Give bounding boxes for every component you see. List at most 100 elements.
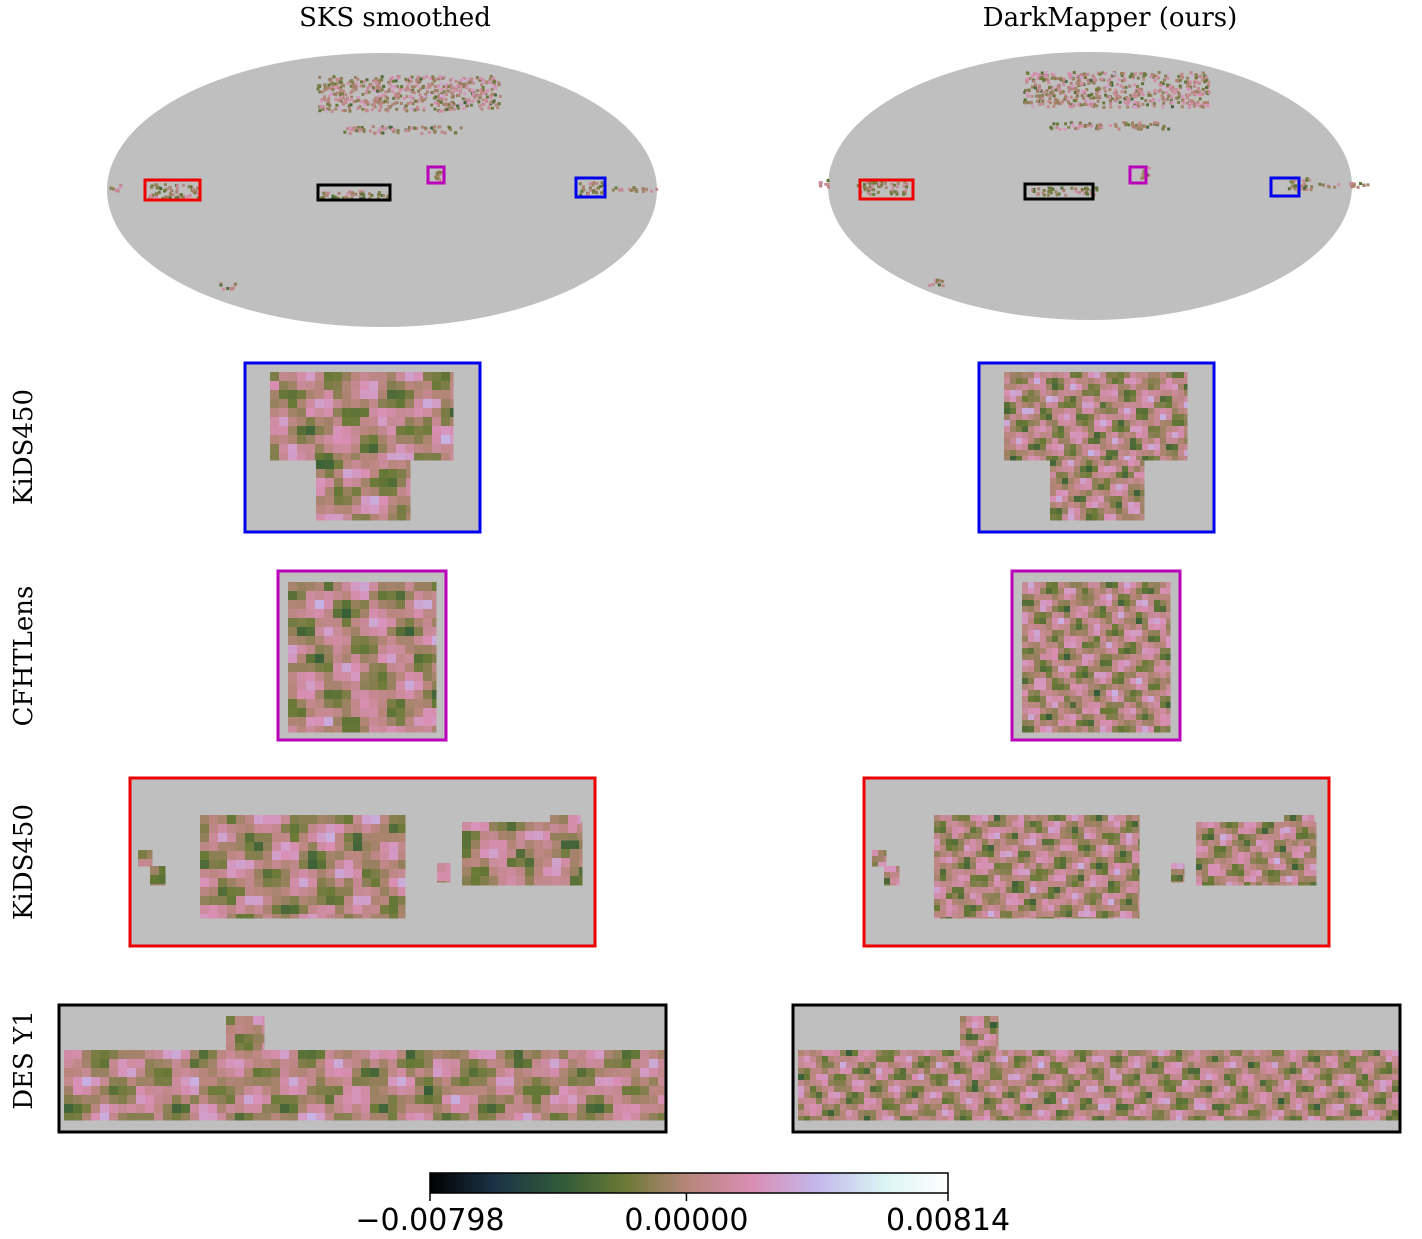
map-pixel — [209, 869, 219, 879]
map-pixel — [478, 1068, 488, 1078]
map-pixel — [1136, 648, 1143, 655]
map-pixel — [1098, 508, 1105, 515]
map-pixel — [1040, 702, 1047, 709]
map-pixel — [263, 860, 273, 870]
map-pixel — [1230, 1098, 1237, 1105]
map-pixel — [1154, 702, 1161, 709]
map-pixel — [82, 1086, 92, 1096]
map-pixel — [1016, 414, 1023, 421]
map-pixel — [1242, 1068, 1249, 1075]
map-pixel — [1052, 588, 1059, 595]
map-pixel — [163, 1077, 173, 1087]
map-pixel — [912, 1068, 919, 1075]
map-pixel — [954, 1062, 961, 1069]
map-pixel — [1138, 845, 1140, 852]
map-pixel — [1052, 420, 1059, 427]
map-pixel — [91, 1059, 101, 1069]
map-pixel — [543, 822, 553, 832]
map-pixel — [1320, 1080, 1327, 1087]
map-pixel — [876, 1068, 883, 1075]
map-pixel — [1124, 690, 1131, 697]
map-pixel — [1248, 1098, 1255, 1105]
map-pixel — [118, 1113, 128, 1121]
map-pixel — [1024, 893, 1031, 900]
map-pixel — [316, 496, 326, 506]
map-pixel — [308, 842, 318, 852]
map-pixel — [1052, 726, 1059, 733]
map-pixel — [1022, 642, 1029, 649]
map-pixel — [441, 399, 451, 409]
map-pixel — [876, 1110, 883, 1117]
map-pixel — [1066, 893, 1073, 900]
map-pixel — [1072, 917, 1079, 919]
map-pixel — [1292, 852, 1299, 859]
map-pixel — [1036, 911, 1043, 918]
map-pixel — [1038, 1086, 1045, 1093]
map-pixel — [1076, 396, 1083, 403]
map-pixel — [559, 1104, 569, 1114]
map-pixel — [1104, 1116, 1111, 1121]
map-pixel — [1244, 834, 1251, 841]
map-pixel — [1250, 846, 1257, 853]
map-pixel — [1050, 508, 1057, 515]
map-pixel — [1100, 372, 1107, 379]
map-pixel — [1102, 821, 1109, 828]
map-pixel — [1034, 618, 1041, 625]
map-pixel — [1068, 496, 1075, 503]
map-pixel — [378, 435, 388, 445]
map-pixel — [262, 1059, 272, 1069]
map-pixel — [1308, 1086, 1315, 1093]
map-pixel — [804, 1086, 811, 1093]
map-pixel — [324, 663, 334, 673]
map-pixel — [281, 914, 291, 919]
map-pixel — [1142, 390, 1149, 397]
map-pixel — [1132, 911, 1139, 918]
map-pixel — [882, 1056, 889, 1063]
map-pixel — [1368, 1098, 1375, 1105]
map-pixel — [1160, 630, 1167, 637]
map-pixel — [1154, 624, 1161, 631]
map-pixel — [1332, 1056, 1339, 1063]
map-pixel — [990, 1062, 997, 1069]
map-pixel — [333, 654, 343, 664]
map-pixel — [324, 435, 334, 445]
map-pixel — [307, 1068, 317, 1078]
map-pixel — [1112, 450, 1119, 457]
map-pixel — [361, 1050, 371, 1060]
map-pixel — [109, 1086, 119, 1096]
map-pixel — [342, 726, 352, 733]
map-pixel — [1038, 1074, 1045, 1081]
map-pixel — [442, 1050, 452, 1060]
map-pixel — [1244, 882, 1251, 886]
map-pixel — [1176, 1110, 1183, 1117]
map-pixel — [954, 1104, 961, 1111]
map-pixel — [335, 896, 345, 906]
map-pixel — [1014, 1056, 1021, 1063]
map-pixel — [1154, 630, 1161, 637]
map-pixel — [299, 815, 309, 825]
map-pixel — [828, 1050, 835, 1057]
map-pixel — [1068, 466, 1075, 473]
map-pixel — [1056, 478, 1063, 485]
map-pixel — [1078, 833, 1085, 840]
map-pixel — [840, 1068, 847, 1075]
map-pixel — [298, 1050, 308, 1060]
map-pixel — [1188, 1056, 1195, 1063]
map-pixel — [1296, 1086, 1303, 1093]
map-pixel — [1130, 426, 1137, 433]
map-pixel — [930, 1086, 937, 1093]
map-pixel — [940, 899, 947, 906]
map-pixel — [209, 851, 219, 861]
map-pixel — [352, 1113, 362, 1121]
map-pixel — [948, 1062, 955, 1069]
map-pixel — [236, 860, 246, 870]
map-pixel — [1010, 378, 1017, 385]
map-pixel — [361, 1113, 371, 1121]
map-pixel — [82, 1077, 92, 1087]
map-pixel — [613, 1077, 623, 1087]
map-pixel — [136, 1086, 146, 1096]
map-pixel — [1124, 432, 1131, 439]
map-pixel — [262, 1104, 272, 1114]
map-pixel — [514, 1113, 524, 1121]
map-pixel — [960, 1098, 967, 1105]
